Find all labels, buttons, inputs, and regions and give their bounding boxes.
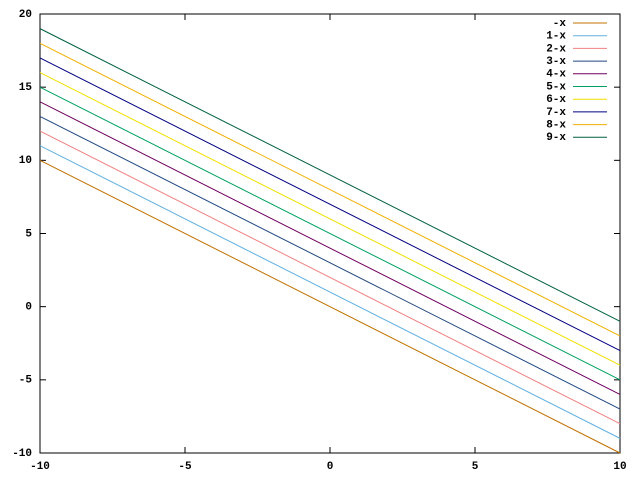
series-line [39,101,621,395]
y-tick-label: 5 [25,228,32,240]
series-line [39,86,621,381]
legend-label: 3-x [546,56,566,68]
x-tick-label: 5 [472,461,479,473]
legend-label: -x [553,18,567,30]
legend-label: 9-x [546,132,566,144]
series-line [39,72,621,366]
series-line [39,159,621,454]
series-line [39,130,621,425]
x-tick-label: 10 [613,461,626,473]
series-line [39,28,621,322]
series-line [39,115,621,410]
y-tick-label: 20 [19,9,32,21]
x-tick-label: -10 [30,461,50,473]
legend-label: 5-x [546,81,566,93]
x-tick-label: 0 [327,461,334,473]
legend-label: 7-x [546,107,566,119]
legend-label: 4-x [546,69,566,81]
series-line [39,145,621,439]
x-tick-label: -5 [178,461,192,473]
series-line [39,57,621,352]
series-line [39,42,621,337]
y-tick-label: 0 [25,302,32,314]
y-tick-label: 10 [19,155,32,167]
legend-label: 1-x [546,31,566,43]
legend-label: 8-x [546,120,566,132]
legend-label: 6-x [546,94,566,106]
y-tick-label: 15 [19,82,33,94]
legend-label: 2-x [546,43,566,55]
y-tick-label: -5 [19,375,33,387]
y-tick-label: -10 [12,448,32,460]
